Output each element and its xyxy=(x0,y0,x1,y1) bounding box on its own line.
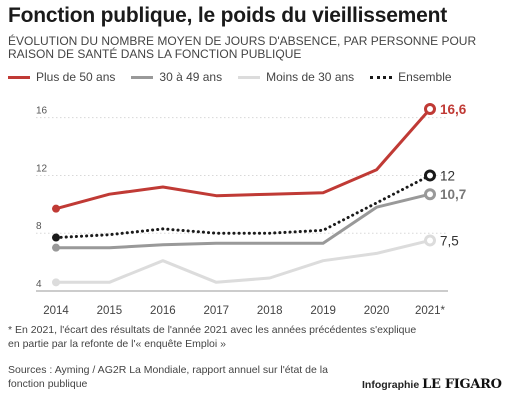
series-line-3 xyxy=(55,108,432,211)
legend-swatch-moins-30 xyxy=(238,75,261,79)
chart-subtitle: Évolution du nombre moyen de jours d'abs… xyxy=(8,34,477,61)
legend-label-30-49: 30 à 49 ans xyxy=(159,70,223,84)
x-tick-label: 2016 xyxy=(150,305,176,317)
y-axis-ticks: 4 8 12 16 xyxy=(36,106,48,290)
x-tick-label: 2014 xyxy=(43,305,69,317)
credit-label: Infographie xyxy=(362,379,420,391)
series-end-marker xyxy=(424,234,436,247)
x-axis-ticks: 2014 2015 2016 2017 2018 2019 2020 2021* xyxy=(43,305,445,317)
legend-item-moins-30: Moins de 30 ans xyxy=(238,70,354,84)
x-tick-label: 2018 xyxy=(257,305,283,317)
legend: Plus de 50 ans 30 à 49 ans Moins de 30 a… xyxy=(8,69,468,85)
series-end-marker xyxy=(424,169,436,182)
end-labels: 7,5 10,7 12 16,6 xyxy=(440,102,467,248)
legend-swatch-ensemble xyxy=(370,75,393,79)
series-start-marker xyxy=(52,278,60,287)
legend-item-30-49: 30 à 49 ans xyxy=(131,70,222,84)
series-lines xyxy=(52,103,436,287)
x-tick-label: 2019 xyxy=(310,305,336,317)
chart-title: Fonction publique, le poids du vieilliss… xyxy=(8,4,448,27)
y-tick-label: 12 xyxy=(36,163,48,174)
x-tick-label: 2021* xyxy=(415,305,446,317)
legend-label-moins-30: Moins de 30 ans xyxy=(266,70,355,84)
series-line-0 xyxy=(56,238,431,284)
end-value-label: 10,7 xyxy=(440,187,466,202)
credit: Infographie LE FIGARO xyxy=(362,377,502,392)
legend-label-plus-50: Plus de 50 ans xyxy=(36,70,116,84)
series-end-marker xyxy=(424,103,436,115)
y-tick-label: 8 xyxy=(36,221,42,232)
series-end-marker xyxy=(424,188,436,201)
series-line-2 xyxy=(54,173,432,240)
end-value-label: 16,6 xyxy=(440,102,467,117)
legend-label-ensemble: Ensemble xyxy=(398,70,452,84)
sources: Sources : Ayming / AG2R La Mondiale, rap… xyxy=(8,364,328,390)
legend-swatch-30-49 xyxy=(131,75,154,79)
series-start-marker xyxy=(52,233,60,242)
series-start-marker xyxy=(52,243,60,252)
legend-item-ensemble: Ensemble xyxy=(370,70,452,84)
le-figaro-logo: LE FIGARO xyxy=(422,377,502,392)
end-value-label: 12 xyxy=(440,168,455,183)
series-start-marker xyxy=(52,204,60,213)
y-tick-label: 16 xyxy=(36,106,48,117)
end-value-label: 7,5 xyxy=(440,233,459,248)
grid-lines xyxy=(36,117,448,292)
footnote: * En 2021, l'écart des résultats de l'an… xyxy=(8,324,417,350)
y-tick-label: 4 xyxy=(36,279,42,290)
legend-swatch-plus-50 xyxy=(8,75,30,79)
x-tick-label: 2017 xyxy=(203,305,229,317)
x-tick-label: 2020 xyxy=(364,305,390,317)
legend-item-plus-50: Plus de 50 ans xyxy=(8,70,115,84)
series-line-1 xyxy=(56,192,431,250)
x-tick-label: 2015 xyxy=(97,305,123,317)
